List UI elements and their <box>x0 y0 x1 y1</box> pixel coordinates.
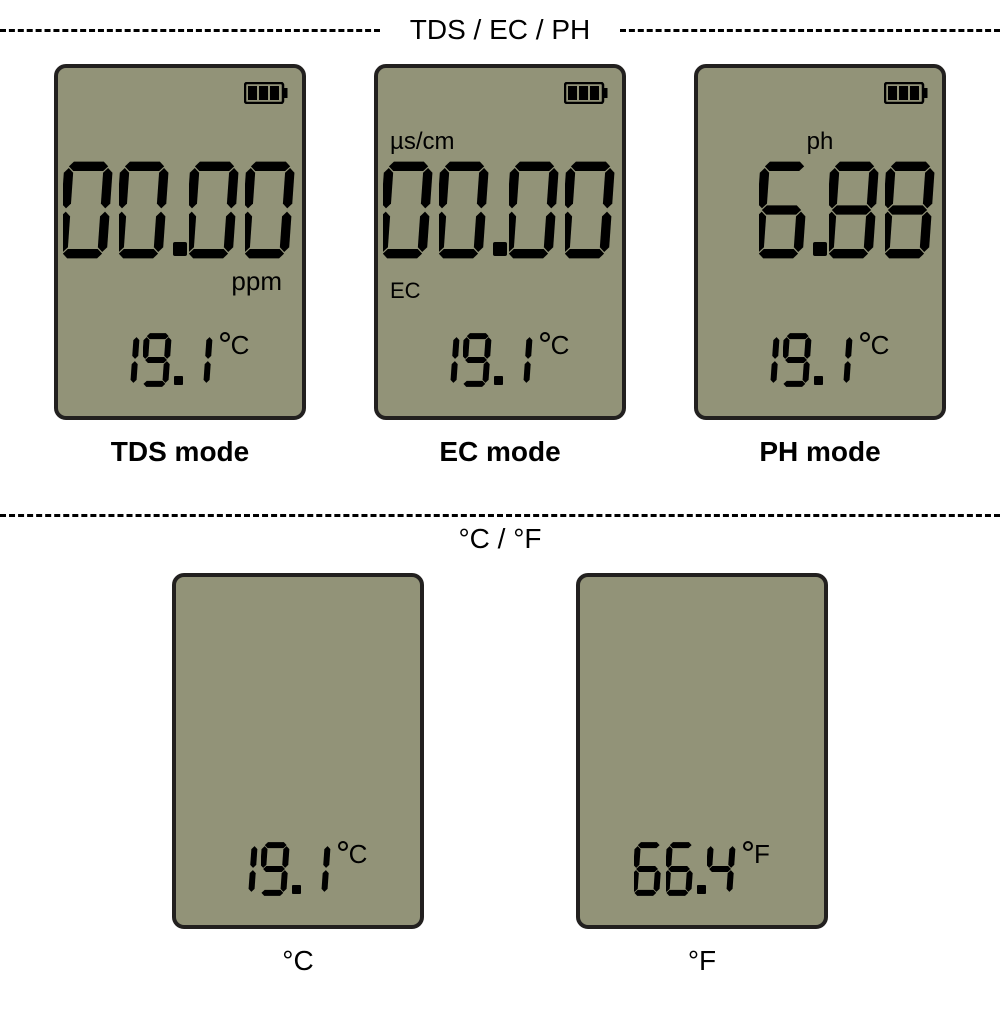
seven-seg-digit <box>885 160 937 260</box>
seven-seg-digit <box>783 332 813 388</box>
seven-seg-digit <box>119 160 171 260</box>
main-readout <box>58 160 302 260</box>
mode-label: EC <box>390 278 421 304</box>
caption-ph: PH mode <box>759 436 880 468</box>
seven-seg-digit <box>383 160 435 260</box>
section-header-bottom: °C / °F <box>0 523 1000 555</box>
temperature-readout: C <box>378 332 622 388</box>
seven-seg-digit <box>634 841 664 897</box>
temperature-unit: C <box>540 330 570 361</box>
seven-seg-digit <box>829 160 881 260</box>
decimal-point <box>813 242 827 256</box>
cell-ec: µs/cm EC C EC mode <box>374 64 626 468</box>
battery-icon <box>564 82 608 104</box>
cell-fahrenheit: F °F <box>576 573 828 977</box>
seven-seg-digit <box>184 332 214 388</box>
caption-celsius: °C <box>282 945 313 977</box>
temperature-readout: C <box>698 332 942 388</box>
seven-seg-digit <box>751 332 781 388</box>
decimal-point <box>494 376 503 385</box>
seven-seg-digit <box>302 841 332 897</box>
row-temp: C °C F °F <box>0 555 1000 977</box>
section-title-top: TDS / EC / PH <box>380 14 620 46</box>
temperature-unit: F <box>743 839 770 870</box>
seven-seg-digit <box>504 332 534 388</box>
seven-seg-digit <box>431 332 461 388</box>
main-readout <box>698 160 942 260</box>
seven-seg-digit <box>439 160 491 260</box>
caption-fahrenheit: °F <box>688 945 716 977</box>
divider-dash <box>0 514 1000 517</box>
temperature-unit: C <box>220 330 250 361</box>
seven-seg-digit <box>463 332 493 388</box>
lcd-celsius: C <box>172 573 424 929</box>
unit-label-top: ph <box>807 128 834 156</box>
decimal-point <box>173 242 187 256</box>
temperature-readout: C <box>176 841 420 897</box>
section-title-bottom: °C / °F <box>428 523 571 555</box>
battery-icon <box>244 82 288 104</box>
unit-label-top: µs/cm <box>390 128 455 156</box>
seven-seg-digit <box>509 160 561 260</box>
seven-seg-digit <box>261 841 291 897</box>
temperature-readout: C <box>58 332 302 388</box>
battery-icon <box>884 82 928 104</box>
cell-tds: ppm C TDS mode <box>54 64 306 468</box>
caption-ec: EC mode <box>439 436 560 468</box>
seven-seg-digit <box>111 332 141 388</box>
lcd-ec: µs/cm EC C <box>374 64 626 420</box>
seven-seg-digit <box>824 332 854 388</box>
seven-seg-digit <box>245 160 297 260</box>
main-readout <box>378 160 622 260</box>
temperature-readout: F <box>580 841 824 897</box>
seven-seg-digit <box>759 160 811 260</box>
lcd-ph: ph C <box>694 64 946 420</box>
seven-seg-digit <box>189 160 241 260</box>
cell-ph: ph C PH mode <box>694 64 946 468</box>
cell-celsius: C °C <box>172 573 424 977</box>
decimal-point <box>493 242 507 256</box>
temperature-unit: C <box>338 839 368 870</box>
temperature-unit: C <box>860 330 890 361</box>
row-modes: ppm C TDS mode µs/cm EC C EC mode ph C PH mo… <box>0 46 1000 468</box>
seven-seg-digit <box>143 332 173 388</box>
section-header-top: TDS / EC / PH <box>0 14 1000 46</box>
decimal-point <box>292 885 301 894</box>
seven-seg-digit <box>666 841 696 897</box>
decimal-point <box>174 376 183 385</box>
decimal-point <box>697 885 706 894</box>
dash-line <box>0 29 380 32</box>
seven-seg-digit <box>565 160 617 260</box>
caption-tds: TDS mode <box>111 436 249 468</box>
seven-seg-digit <box>707 841 737 897</box>
lcd-tds: ppm C <box>54 64 306 420</box>
decimal-point <box>814 376 823 385</box>
seven-seg-digit <box>63 160 115 260</box>
unit-label-below: ppm <box>231 266 282 297</box>
lcd-fahrenheit: F <box>576 573 828 929</box>
seven-seg-digit <box>229 841 259 897</box>
dash-line <box>620 29 1000 32</box>
